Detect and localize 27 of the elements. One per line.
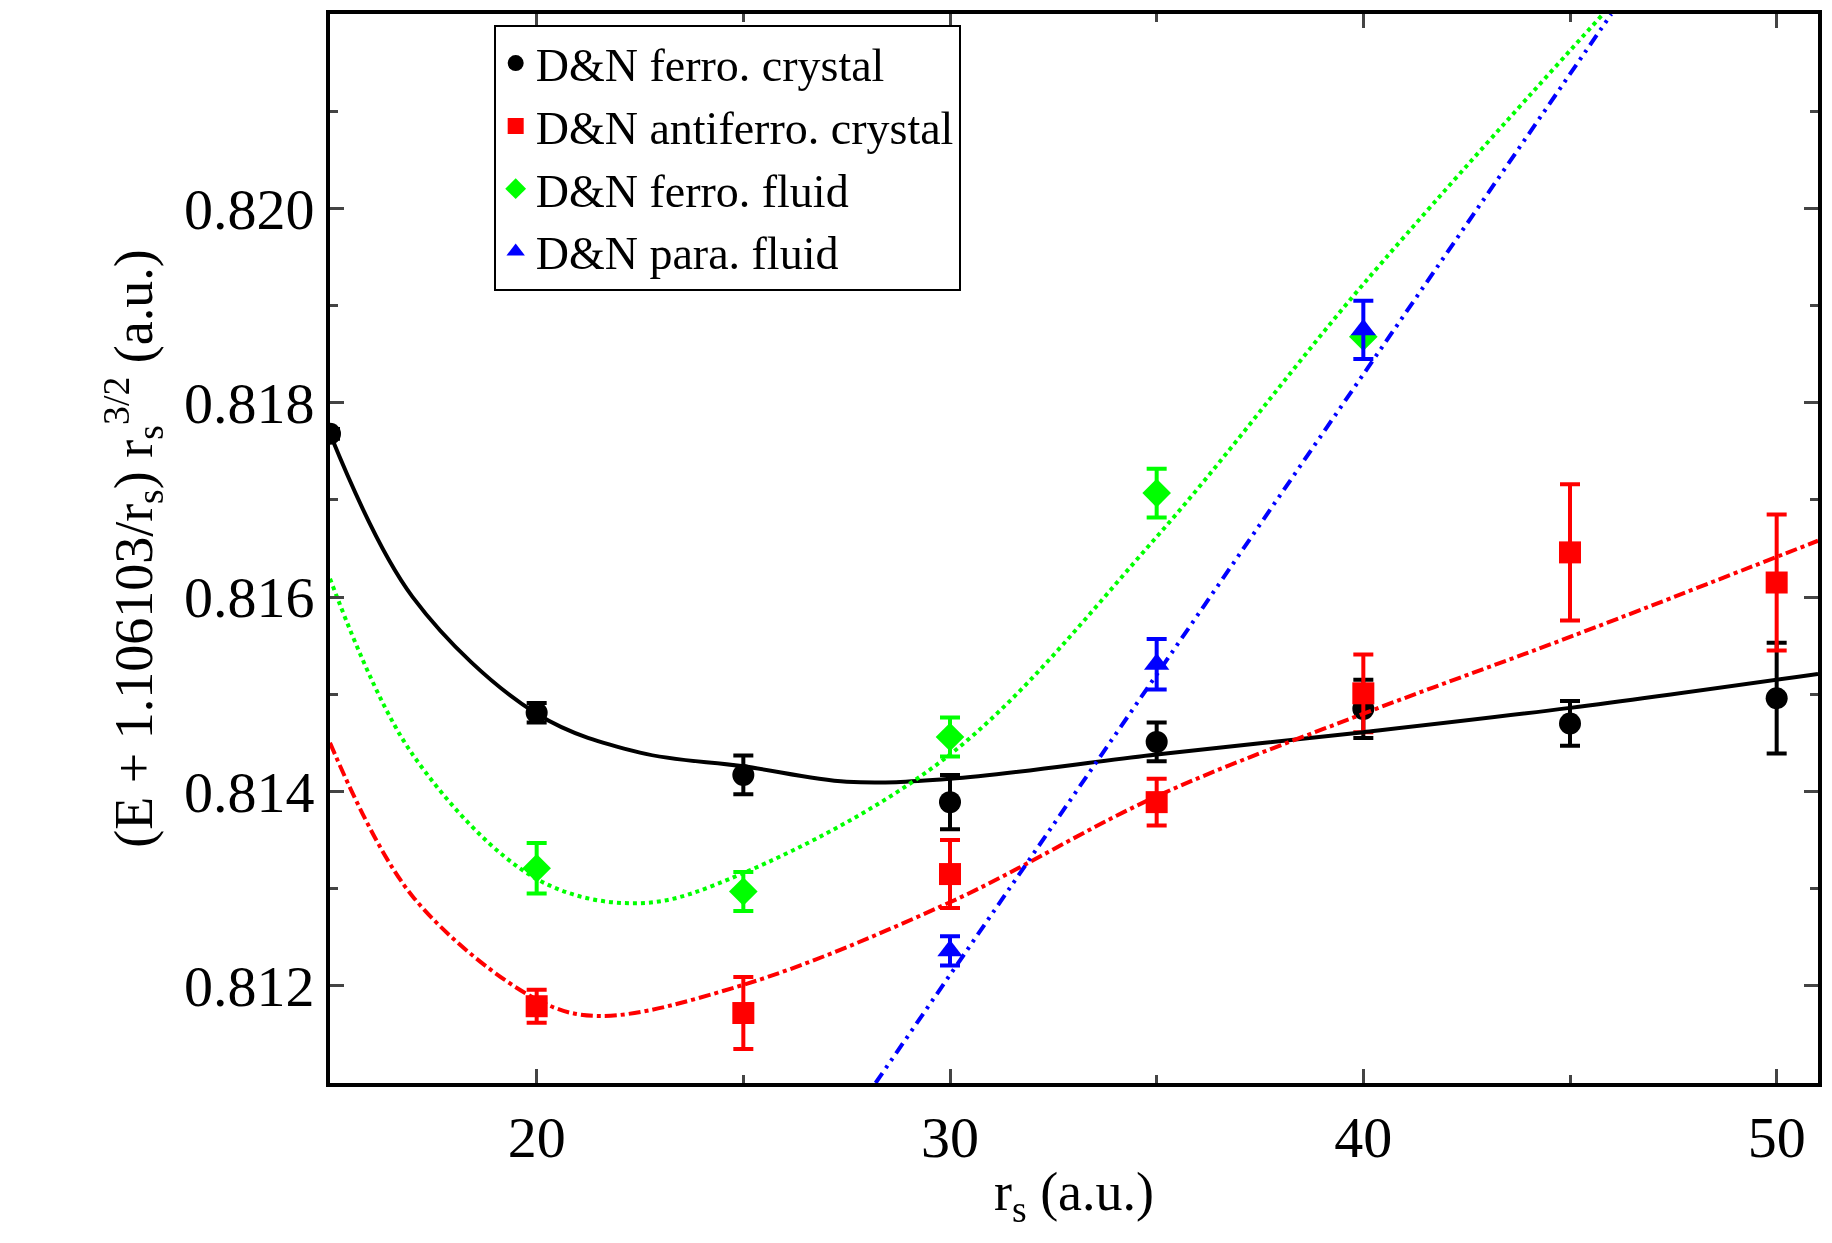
legend-label: D&N antiferro. crystal (535, 102, 954, 154)
point (1559, 541, 1581, 564)
point (1142, 478, 1171, 508)
y-tick-label: 0.820 (183, 176, 315, 242)
point (935, 722, 965, 752)
x-tick-label: 40 (1334, 1104, 1393, 1170)
point (1765, 571, 1788, 594)
legend-label: D&N ferro. fluid (535, 165, 849, 217)
point (1559, 712, 1581, 735)
y-tick-label: 0.812 (183, 954, 315, 1020)
y-tick-label: 0.814 (183, 759, 315, 825)
point (729, 877, 758, 906)
x-tick-label: 20 (507, 1104, 566, 1170)
legend-label: D&N ferro. crystal (535, 40, 885, 92)
point (1145, 730, 1168, 753)
y-tick-label: 0.818 (183, 371, 315, 437)
x-tick-label: 50 (1747, 1104, 1806, 1170)
point (732, 1002, 755, 1025)
point (1765, 687, 1788, 710)
x-tick-label: 30 (921, 1104, 979, 1170)
point (522, 853, 551, 883)
point (939, 863, 961, 886)
legend-label: D&N para. fluid (535, 228, 839, 280)
y-tick-label: 0.816 (183, 565, 315, 631)
point (1352, 682, 1375, 705)
point (939, 791, 961, 814)
x-axis-title: r$_{s}$ (a.u.) (993, 1162, 1155, 1230)
